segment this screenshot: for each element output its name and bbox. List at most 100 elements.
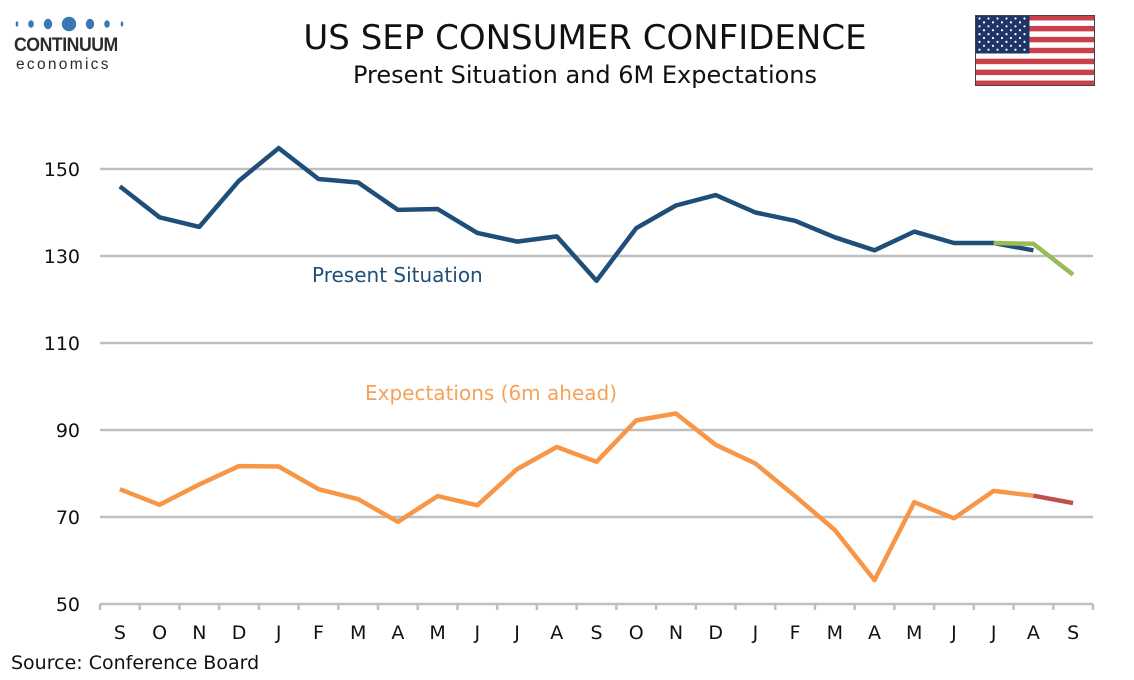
x-tick-label: M xyxy=(350,622,366,644)
flag-star xyxy=(987,17,990,20)
x-tick-label: M xyxy=(827,622,843,644)
flag-star xyxy=(1023,33,1026,36)
flag-star xyxy=(1005,17,1008,20)
flag-star xyxy=(996,17,999,20)
flag-star xyxy=(1000,44,1004,47)
logo-brand-text: CONTINUUM xyxy=(14,35,118,56)
y-axis-labels: 50 70 90 110 130 150 xyxy=(44,159,80,616)
flag-star xyxy=(1014,25,1017,28)
flag-star xyxy=(1009,36,1013,40)
flag-star xyxy=(1000,29,1004,32)
flag-star xyxy=(987,40,990,43)
flag-star xyxy=(982,44,986,47)
flag-star xyxy=(1000,21,1004,24)
flag-star xyxy=(1014,48,1017,51)
logo-dots-icon xyxy=(15,16,124,32)
chart-subtitle: Present Situation and 6M Expectations xyxy=(352,61,818,89)
x-tick-label: N xyxy=(192,622,206,644)
flag-stripe xyxy=(975,15,1095,21)
flag-star xyxy=(982,29,986,32)
flag-star xyxy=(1018,21,1022,24)
annotation-expectations: Expectations (6m ahead) xyxy=(365,381,617,405)
y-tick-label: 150 xyxy=(44,159,80,181)
flag-star xyxy=(987,48,990,51)
flag-star xyxy=(978,48,981,51)
flag-star xyxy=(1009,21,1013,24)
flag-star xyxy=(991,36,995,40)
x-tick-label: M xyxy=(429,622,445,644)
us-flag-icon xyxy=(975,15,1095,86)
flag-star xyxy=(1014,40,1017,43)
y-tick-label: 50 xyxy=(56,594,80,616)
x-tick-label: D xyxy=(232,622,247,644)
flag-stripe xyxy=(975,58,1095,65)
x-tick-label: O xyxy=(629,622,644,644)
flag-star xyxy=(978,33,981,36)
flag-star xyxy=(1018,29,1022,32)
x-tick-label: A xyxy=(550,622,563,644)
source-note: Source: Conference Board xyxy=(11,652,260,674)
continuum-economics-logo: CONTINUUM economics xyxy=(10,12,140,77)
flag-star xyxy=(996,40,999,43)
x-tick-label: S xyxy=(114,622,126,644)
flag-star xyxy=(1014,17,1017,20)
x-tick-label: M xyxy=(906,622,922,644)
chart-title: US SEP CONSUMER CONFIDENCE xyxy=(303,18,867,58)
x-tick-label: S xyxy=(590,622,602,644)
series-line-expectations xyxy=(119,411,1034,583)
flag-star xyxy=(982,21,986,24)
x-tick-label: A xyxy=(1027,622,1040,644)
gridlines xyxy=(100,167,1093,519)
y-tick-label: 70 xyxy=(56,507,80,529)
flag-star xyxy=(1005,33,1008,36)
flag-star xyxy=(1005,25,1008,28)
flag-star xyxy=(1018,44,1022,47)
x-tick-label: A xyxy=(868,622,881,644)
flag-star xyxy=(996,48,999,51)
flag-star xyxy=(1009,44,1013,47)
x-tick-label: F xyxy=(790,622,801,644)
annotation-present-situation: Present Situation xyxy=(312,263,483,287)
flag-star xyxy=(991,29,995,32)
flag-star xyxy=(987,25,990,28)
flag-star xyxy=(1005,48,1008,51)
flag-star xyxy=(1023,40,1026,43)
flag-star xyxy=(1018,36,1022,40)
flag-star xyxy=(978,17,981,20)
y-tick-label: 130 xyxy=(44,246,80,268)
flag-star xyxy=(1014,33,1017,36)
y-tick-label: 90 xyxy=(56,420,80,442)
flag-stripe xyxy=(975,36,1095,43)
flag-star xyxy=(1023,17,1026,20)
flag-star xyxy=(1023,25,1026,28)
x-tick-label: J xyxy=(990,622,997,644)
flag-star xyxy=(996,33,999,36)
flag-stripe xyxy=(975,80,1095,86)
logo-sub-text: economics xyxy=(16,56,111,73)
x-tick-label: J xyxy=(275,622,282,644)
x-tick-label: F xyxy=(313,622,324,644)
y-tick-label: 110 xyxy=(44,333,80,355)
flag-star xyxy=(987,33,990,36)
x-tick-label: N xyxy=(669,622,683,644)
x-tick-label: O xyxy=(152,622,167,644)
flag-star xyxy=(1005,40,1008,43)
flag-star xyxy=(1009,29,1013,32)
x-tick-label: J xyxy=(950,622,957,644)
flag-star xyxy=(1000,36,1004,40)
x-tick-label: A xyxy=(391,622,404,644)
x-tick-label: D xyxy=(708,622,723,644)
flag-stripe xyxy=(975,47,1095,54)
series-lines xyxy=(118,145,1075,583)
series-line-expectations-latest xyxy=(1032,493,1074,506)
flag-star xyxy=(982,36,986,40)
series-line-present-situation xyxy=(118,145,1034,284)
flag-star xyxy=(978,40,981,43)
x-tick-label: J xyxy=(474,622,481,644)
x-tick-label: S xyxy=(1067,622,1079,644)
flag-star xyxy=(991,21,995,24)
flag-star xyxy=(996,25,999,28)
series-line-present-situation-latest xyxy=(993,240,1075,277)
